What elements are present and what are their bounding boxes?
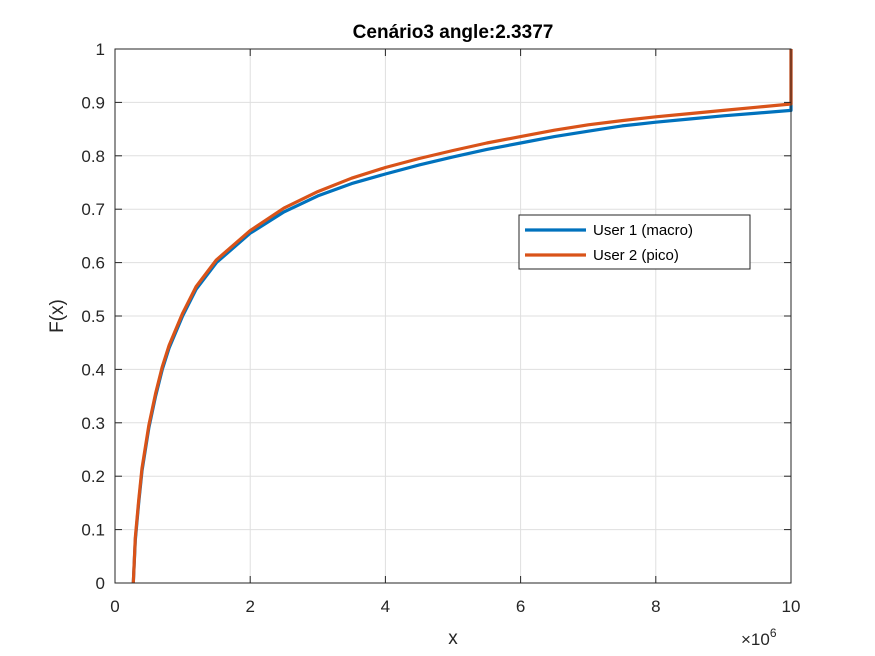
x-tick-label: 0 xyxy=(110,597,119,616)
y-tick-label: 0.8 xyxy=(81,147,105,166)
tick-labels: 0 2 4 6 8 10 0 0.1 0.2 0.3 0.4 0.5 0.6 0.7 0.8 0.9 1 xyxy=(81,40,800,616)
y-tick-label: 0.1 xyxy=(81,521,105,540)
series-layer xyxy=(131,49,793,584)
y-tick-label: 0.7 xyxy=(81,200,105,219)
x-tick-label: 10 xyxy=(782,597,801,616)
y-tick-label: 0.2 xyxy=(81,467,105,486)
x-tick-label: 8 xyxy=(651,597,660,616)
x-axis-label: x xyxy=(448,628,458,649)
x-multiplier-base: ×10 xyxy=(741,630,770,649)
y-tick-label: 0.6 xyxy=(81,254,105,273)
y-tick-label: 0.5 xyxy=(81,307,105,326)
legend-box xyxy=(518,214,751,270)
y-tick-label: 0 xyxy=(96,574,105,593)
y-axis-label: F(x) xyxy=(47,299,68,333)
x-tick-label: 4 xyxy=(381,597,390,616)
legend: User 1 (macro) User 2 (pico) xyxy=(518,214,751,270)
x-tick-label: 2 xyxy=(245,597,254,616)
ticks xyxy=(114,48,792,584)
legend-label-2: User 2 (pico) xyxy=(593,247,679,264)
series-line-2 xyxy=(131,49,793,584)
y-tick-label: 1 xyxy=(96,40,105,59)
y-tick-label: 0.4 xyxy=(81,360,105,379)
x-axis-multiplier: ×106 xyxy=(741,626,777,649)
legend-label-1: User 1 (macro) xyxy=(593,222,693,239)
y-tick-label: 0.3 xyxy=(81,414,105,433)
chart-title: Cenário3 angle:2.3377 xyxy=(353,22,554,43)
x-multiplier-exponent: 6 xyxy=(770,626,777,640)
y-tick-label: 0.9 xyxy=(81,93,105,112)
x-tick-label: 6 xyxy=(516,597,525,616)
